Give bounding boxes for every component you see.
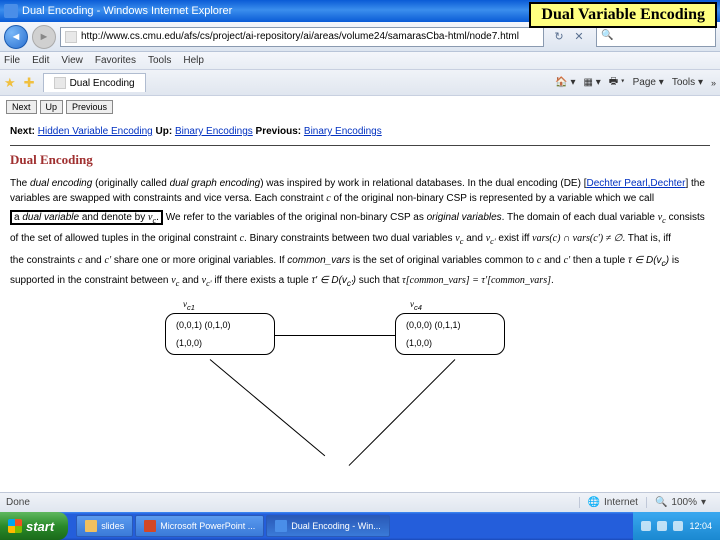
- windows-logo-icon: [8, 519, 22, 533]
- security-zone[interactable]: 🌐 Internet: [579, 497, 646, 508]
- diagram-label-left: vc1: [183, 299, 195, 312]
- tab-page-icon: [54, 77, 66, 89]
- paragraph-2: a dual variable and denote by vc. We ref…: [10, 210, 710, 227]
- taskbar-item-2[interactable]: Microsoft PowerPoint ...: [135, 515, 264, 537]
- forward-button[interactable]: ►: [32, 25, 56, 49]
- ie-icon: [4, 4, 18, 18]
- tab-label: Dual Encoding: [70, 78, 135, 89]
- add-favorite-icon[interactable]: ✚: [24, 75, 35, 91]
- doc-previous-button[interactable]: Previous: [66, 100, 113, 114]
- menu-view[interactable]: View: [61, 55, 83, 66]
- zoom-icon: 🔍: [655, 497, 667, 508]
- diagram-edge-3: [349, 359, 456, 466]
- zoom-control[interactable]: 🔍 100% ▾: [646, 497, 714, 508]
- link-up[interactable]: Binary Encodings: [175, 126, 253, 137]
- overlay-banner: Dual Variable Encoding: [529, 2, 717, 28]
- paragraph-1: The dual encoding (originally called dua…: [10, 176, 710, 206]
- page-title: Dual Encoding: [10, 152, 710, 168]
- page-content: Next: Hidden Variable Encoding Up: Binar…: [0, 118, 720, 490]
- diagram-edge-2: [210, 359, 326, 456]
- diagram-edge-1: [275, 335, 395, 336]
- highlighted-term: a dual variable and denote by vc.: [10, 210, 163, 225]
- favorites-star-icon[interactable]: ★: [4, 75, 16, 91]
- clock: 12:04: [689, 521, 712, 531]
- link-next[interactable]: Hidden Variable Encoding: [38, 126, 153, 137]
- breadcrumb: Next: Hidden Variable Encoding Up: Binar…: [10, 126, 710, 137]
- tray-icon[interactable]: [673, 521, 683, 531]
- back-button[interactable]: ◄: [4, 25, 28, 49]
- menu-bar: File Edit View Favorites Tools Help: [0, 52, 720, 70]
- status-bar: Done 🌐 Internet 🔍 100% ▾: [0, 492, 720, 512]
- status-text: Done: [6, 497, 30, 508]
- divider: [10, 145, 710, 146]
- tray-icon[interactable]: [657, 521, 667, 531]
- tools-menu[interactable]: Tools ▾: [672, 77, 703, 88]
- diagram-node-left: (0,0,1) (0,1,0) (1,0,0): [165, 313, 275, 355]
- home-icon[interactable]: 🏠 ▾: [555, 77, 575, 88]
- menu-favorites[interactable]: Favorites: [95, 55, 136, 66]
- folder-icon: [85, 520, 97, 532]
- internet-icon: 🌐: [588, 497, 600, 508]
- page-icon: [65, 31, 77, 43]
- paragraph-4: the constraints c and c' share one or mo…: [10, 253, 710, 269]
- menu-tools[interactable]: Tools: [148, 55, 171, 66]
- taskbar-item-1[interactable]: slides: [76, 515, 133, 537]
- paragraph-5: supported in the constraint between vc a…: [10, 273, 710, 290]
- diagram-node-right: (0,0,0) (0,1,1) (1,0,0): [395, 313, 505, 355]
- refresh-icon[interactable]: ↻: [550, 28, 568, 46]
- favorites-bar: ★ ✚ Dual Encoding 🏠 ▾ ▦ ▾ 🖶 ▾ Page ▾ Too…: [0, 70, 720, 96]
- page-menu[interactable]: Page ▾: [633, 77, 664, 88]
- chevron-icon[interactable]: »: [711, 78, 716, 88]
- menu-edit[interactable]: Edit: [32, 55, 49, 66]
- paragraph-3: of the set of allowed tuples in the orig…: [10, 231, 710, 248]
- start-button[interactable]: start: [0, 512, 68, 540]
- powerpoint-icon: [144, 520, 156, 532]
- menu-file[interactable]: File: [4, 55, 20, 66]
- doc-up-button[interactable]: Up: [40, 100, 64, 114]
- address-bar[interactable]: [60, 27, 544, 47]
- menu-help[interactable]: Help: [183, 55, 204, 66]
- taskbar-item-3[interactable]: Dual Encoding - Win...: [266, 515, 390, 537]
- browser-tab[interactable]: Dual Encoding: [43, 73, 146, 92]
- citation-link[interactable]: Dechter Pearl,Dechter: [587, 178, 686, 189]
- link-previous[interactable]: Binary Encodings: [304, 126, 382, 137]
- doc-nav: Next Up Previous: [0, 96, 720, 118]
- stop-icon[interactable]: ✕: [570, 28, 588, 46]
- doc-next-button[interactable]: Next: [6, 100, 37, 114]
- url-input[interactable]: [81, 31, 539, 42]
- ie-taskbar-icon: [275, 520, 287, 532]
- search-box[interactable]: 🔍: [596, 27, 716, 47]
- print-icon[interactable]: 🖶 ▾: [609, 74, 625, 91]
- diagram-label-right: vc4: [410, 299, 422, 312]
- taskbar: start slides Microsoft PowerPoint ... Du…: [0, 512, 720, 540]
- system-tray[interactable]: 12:04: [633, 512, 720, 540]
- dual-encoding-diagram: vc1 vc4 (0,0,1) (0,1,0) (1,0,0) (0,0,0) …: [10, 299, 710, 459]
- search-icon: 🔍: [601, 30, 615, 44]
- tray-icon[interactable]: [641, 521, 651, 531]
- feeds-icon[interactable]: ▦ ▾: [583, 77, 600, 88]
